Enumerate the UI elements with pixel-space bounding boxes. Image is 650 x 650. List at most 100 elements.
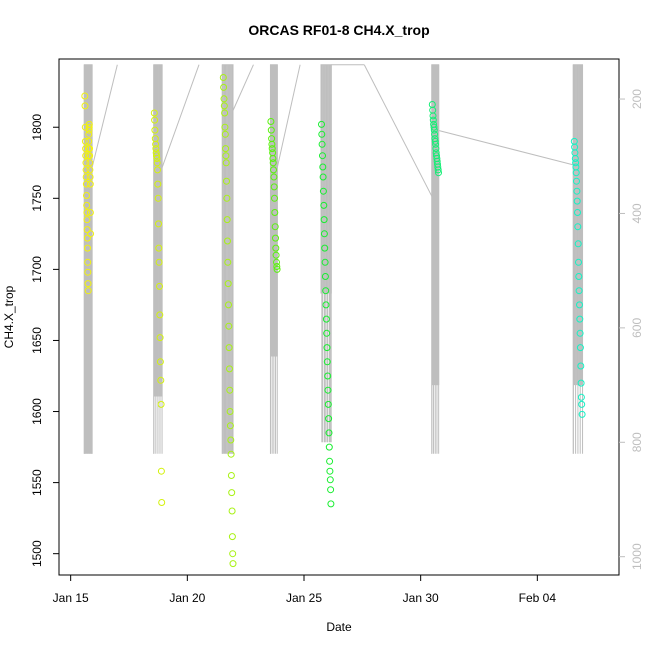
data-point-rf05 [320,216,328,224]
data-point-rf01 [84,258,92,266]
data-point-rf04 [271,223,279,231]
data-point-rf05 [327,486,335,494]
data-point-rf01 [86,145,93,153]
x-axis: Jan 15 Jan 20 Jan 25 Jan 30 Feb 04 [53,575,556,605]
x-tick-label: Jan 30 [403,591,439,605]
data-point-rf05 [322,315,330,323]
data-point-rf07 [576,301,583,309]
data-point-rf03 [223,194,231,202]
data-point-rf05 [325,415,333,423]
data-point-rf02 [152,145,160,153]
data-point-rf01 [85,130,93,138]
data-point-rf03 [224,280,232,288]
data-point-rf03 [224,258,232,266]
data-point-rf02 [151,126,159,134]
chart-title: ORCAS RF01-8 CH4.X_trop [248,22,429,38]
data-point-rf03 [226,408,234,415]
data-point-rf04 [269,159,277,167]
data-point-rf03 [228,489,236,497]
y2-tick-label: 600 [630,318,644,338]
data-point-rf01 [83,216,91,224]
data-point-rf07 [572,169,580,177]
data-point-rf06 [432,140,440,148]
data-point-rf01 [82,159,90,167]
data-point-rf04 [271,209,279,216]
data-points-layer [81,74,586,568]
data-point-rf07 [576,344,584,352]
data-point-rf01 [86,209,94,216]
data-point-rf04 [273,263,281,270]
y-axis: 1500 1550 1600 1650 1700 1750 1800 [30,114,59,567]
data-point-rf03 [229,550,237,558]
data-point-rf03 [222,159,230,167]
data-point-rf01 [85,120,93,128]
data-point-rf04 [268,145,276,153]
data-point-rf04 [267,126,275,134]
data-point-rf06 [432,145,440,153]
data-point-rf05 [325,429,333,437]
data-point-rf02 [153,155,161,162]
y-tick-label: 1800 [30,114,44,141]
data-point-rf06 [429,112,437,120]
data-point-rf01 [82,166,90,174]
data-point-rf04 [267,118,275,125]
data-point-rf04 [273,258,280,266]
data-point-rf04 [272,251,280,259]
y-tick-label: 1550 [30,469,44,496]
data-point-rf07 [576,329,584,337]
data-point-rf07 [573,187,581,195]
data-point-rf05 [319,173,327,181]
y-tick-label: 1500 [30,540,44,567]
data-point-rf05 [323,329,331,337]
transit-line [91,64,118,168]
data-point-rf05 [319,163,327,171]
y2-tick-label: 1000 [630,543,644,570]
data-point-rf02 [154,194,162,202]
data-point-rf02 [154,166,161,174]
data-point-rf03 [228,533,236,541]
data-point-rf03 [223,177,230,185]
data-point-rf04 [273,265,281,273]
data-point-rf03 [220,83,228,91]
data-point-rf07 [578,410,586,418]
data-point-rf01 [84,280,92,288]
data-point-rf04 [272,244,280,252]
data-point-rf04 [269,155,277,162]
data-point-rf02 [152,140,160,148]
data-point-rf01 [82,145,90,153]
data-point-rf03 [224,237,231,245]
data-point-rf01 [83,192,90,199]
data-point-rf02 [153,152,160,160]
data-point-rf05 [322,287,330,295]
data-point-rf06 [431,137,439,145]
x-axis-label: Date [326,620,352,634]
transit-line [438,130,574,166]
data-point-rf02 [156,334,164,342]
data-point-rf04 [270,173,278,181]
data-point-rf01 [86,152,94,160]
data-point-rf07 [578,400,586,408]
data-point-rf05 [324,372,332,380]
data-point-rf04 [270,183,278,191]
data-point-rf03 [221,109,229,117]
data-point-rf01 [82,180,90,188]
transit-line [232,64,254,111]
data-point-rf04 [270,166,277,174]
data-point-rf03 [220,102,228,110]
data-point-rf02 [150,109,158,117]
data-point-rf07 [575,273,583,280]
data-point-rf05 [318,140,326,148]
data-point-rf01 [86,166,94,174]
data-point-rf03 [227,450,235,458]
data-point-rf05 [321,273,329,280]
data-point-rf03 [222,145,230,153]
data-point-rf02 [155,244,163,252]
data-point-rf01 [84,287,92,295]
y2-tick-label: 200 [630,89,644,109]
data-point-rf01 [83,201,91,209]
data-point-rf05 [324,400,332,408]
data-point-rf03 [222,152,230,160]
data-point-rf07 [574,223,582,231]
y2-tick-label: 800 [630,432,644,452]
data-point-rf03 [219,74,227,81]
